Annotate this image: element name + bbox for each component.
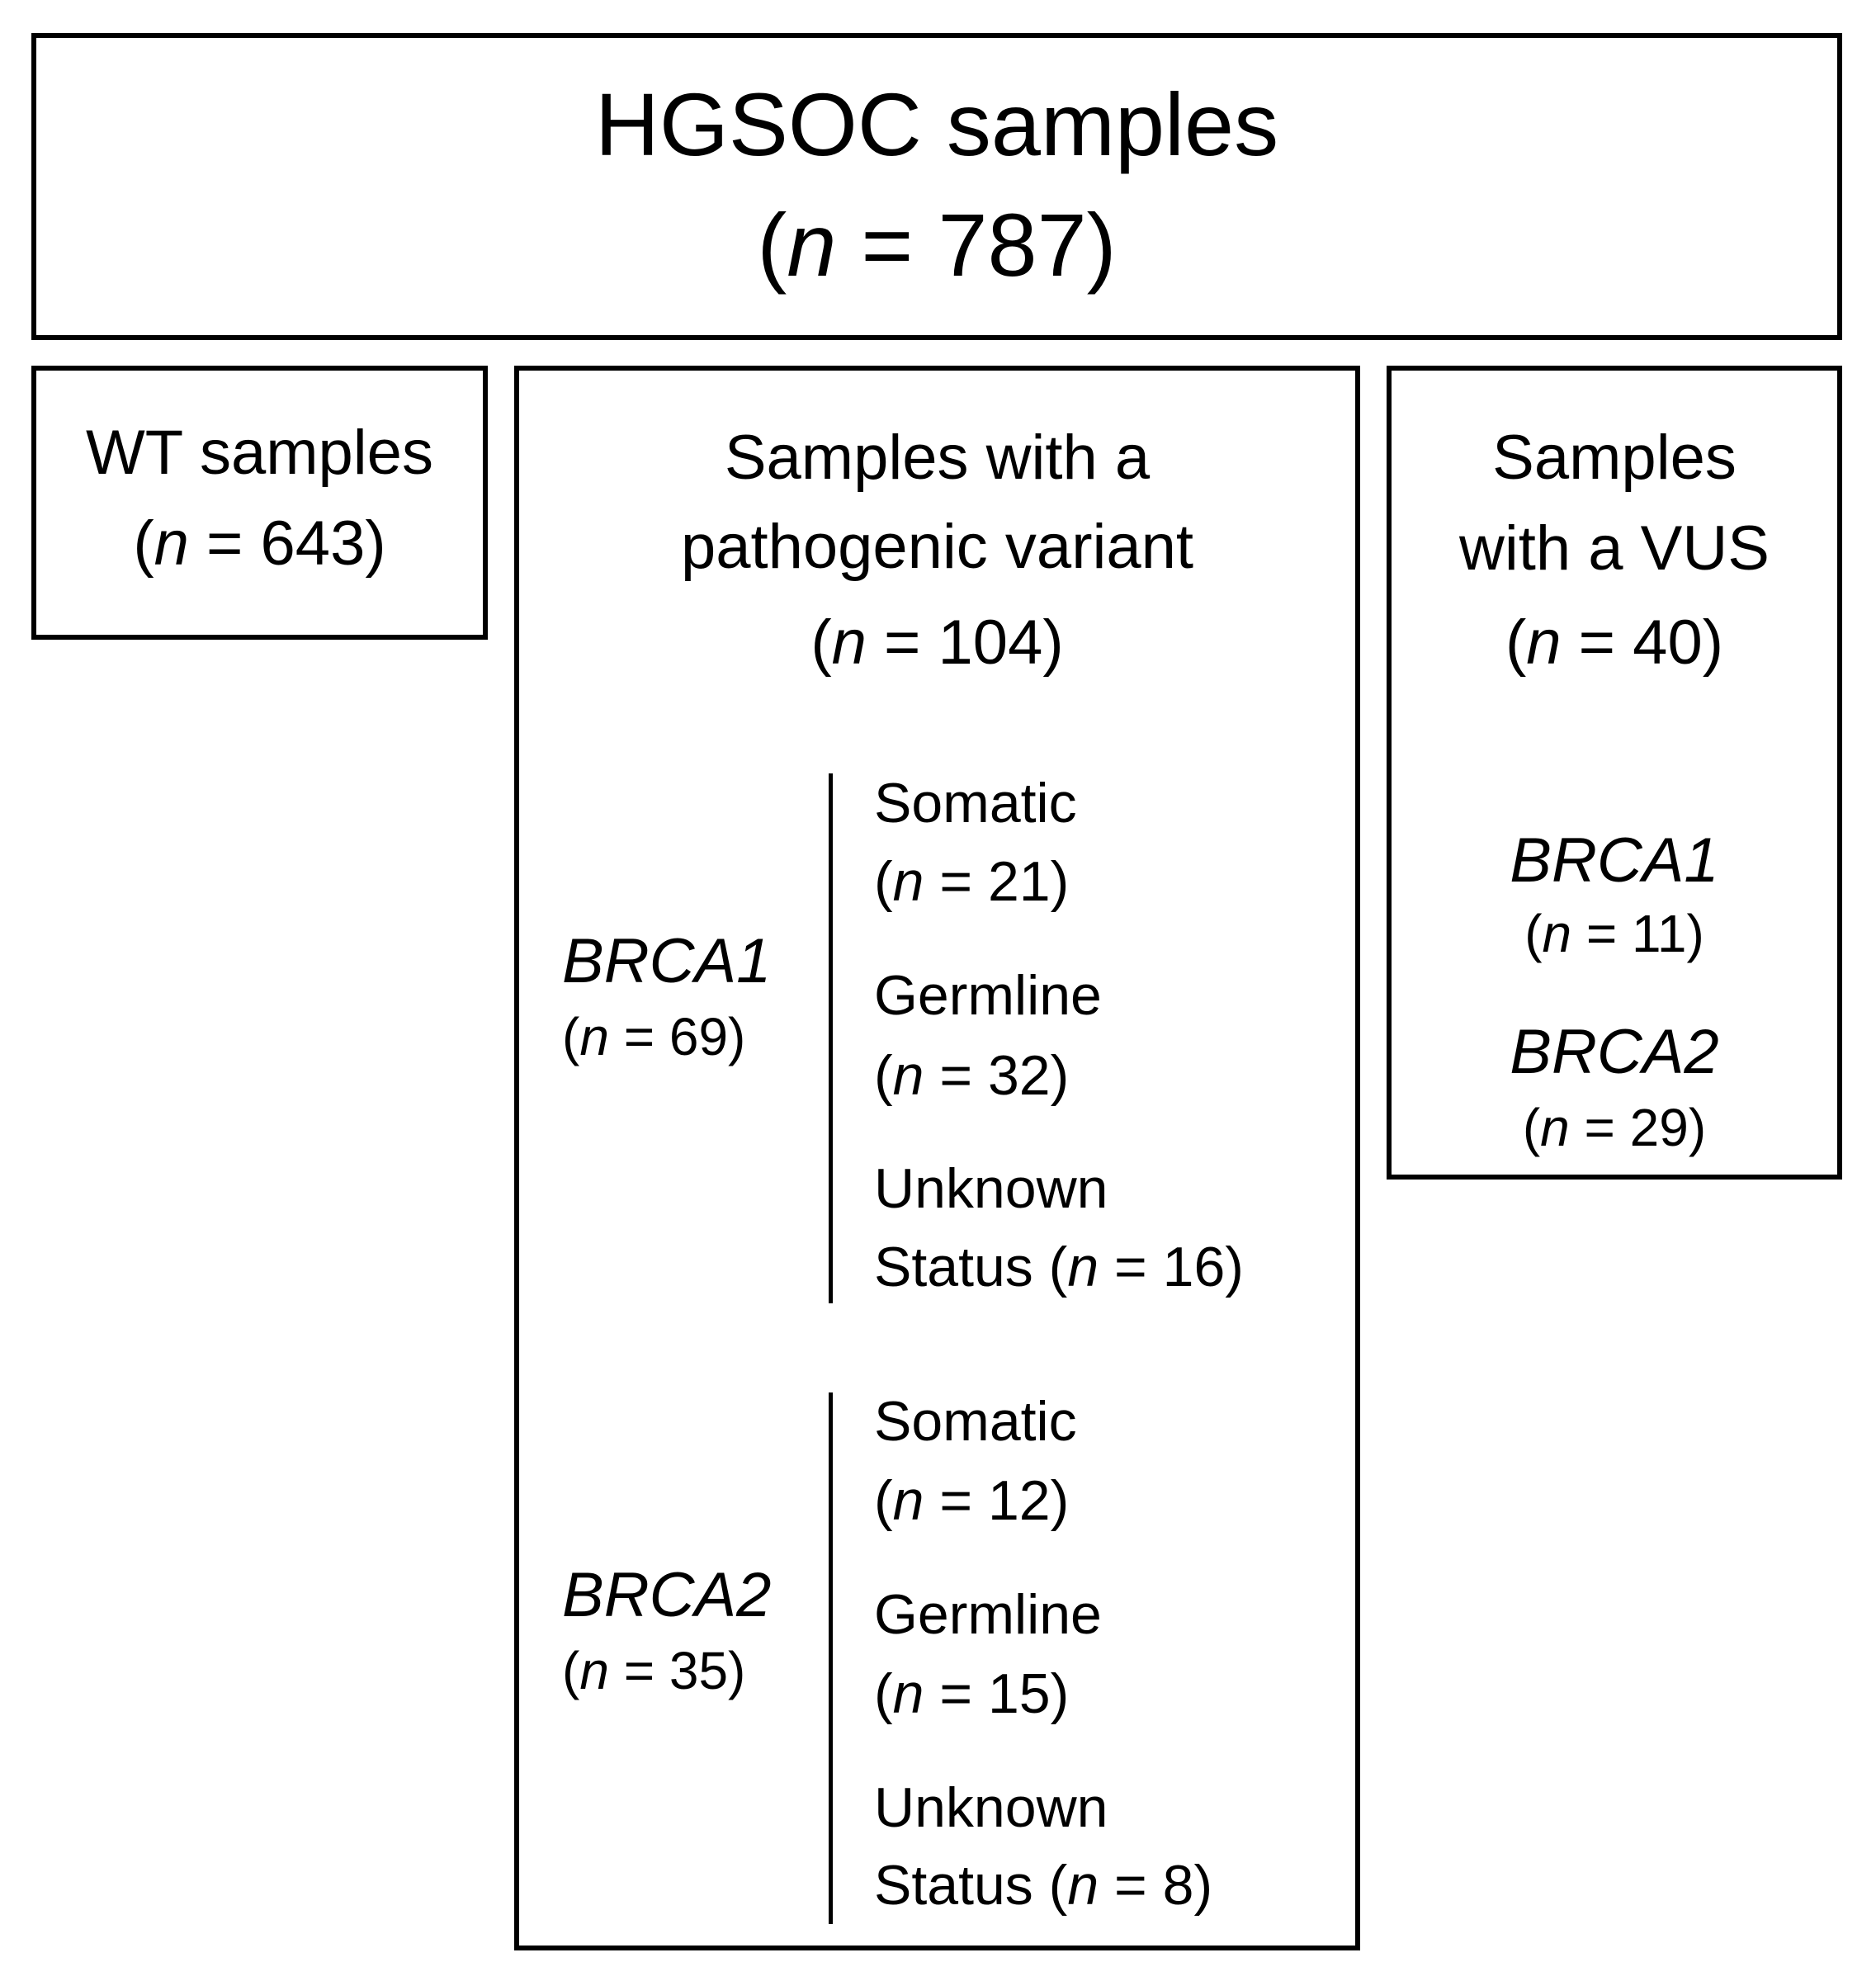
brca2-unknown-count: Status (n = 8) [874,1854,1213,1917]
brca1-unknown-count: Status (n = 16) [874,1236,1244,1298]
vus-brca1-count: (n = 11) [1524,904,1704,963]
wt-samples-box: WT samples (n = 643) [31,366,488,640]
vus-brca2-label: BRCA2 [1510,1017,1719,1087]
brca2-unknown-label: Unknown [874,1776,1108,1839]
brca2-gene-label: BRCA2 [562,1560,772,1630]
pathogenic-title-line2: pathogenic variant [680,512,1194,582]
brca1-somatic-label: Somatic [874,772,1077,834]
brca1-gene-label: BRCA1 [562,926,772,996]
pathogenic-count: (n = 104) [810,608,1064,678]
brca1-gene-count: (n = 69) [562,1007,746,1066]
vus-title-line2: with a VUS [1459,513,1770,584]
vus-brca2-count: (n = 29) [1522,1098,1707,1157]
vus-samples-box: Samples with a VUS (n = 40) BRCA1 (n = 1… [1387,366,1842,1180]
brca2-somatic-label: Somatic [874,1390,1077,1453]
brca1-germline-count: (n = 32) [874,1044,1070,1107]
vus-count: (n = 40) [1505,608,1724,678]
pathogenic-title-line1: Samples with a [724,423,1151,493]
hgsoc-samples-box: HGSOC samples (n = 787) [31,33,1842,340]
wt-title: WT samples [86,418,433,488]
brca2-germline-count: (n = 15) [874,1662,1070,1725]
brca2-bracket-line [829,1392,833,1924]
vus-brca1-label: BRCA1 [1510,825,1719,896]
wt-count: (n = 643) [133,508,386,579]
brca2-somatic-count: (n = 12) [874,1469,1070,1532]
brca1-unknown-label: Unknown [874,1157,1108,1220]
hgsoc-count: (n = 787) [757,195,1117,295]
hgsoc-title: HGSOC samples [594,74,1279,174]
brca2-germline-label: Germline [874,1583,1102,1646]
brca1-germline-label: Germline [874,964,1102,1027]
vus-title-line1: Samples [1492,423,1737,493]
pathogenic-variant-box: Samples with a pathogenic variant (n = 1… [514,366,1360,1950]
brca1-bracket-line [829,773,833,1303]
brca2-gene-count: (n = 35) [562,1641,746,1700]
brca1-somatic-count: (n = 21) [874,850,1070,913]
